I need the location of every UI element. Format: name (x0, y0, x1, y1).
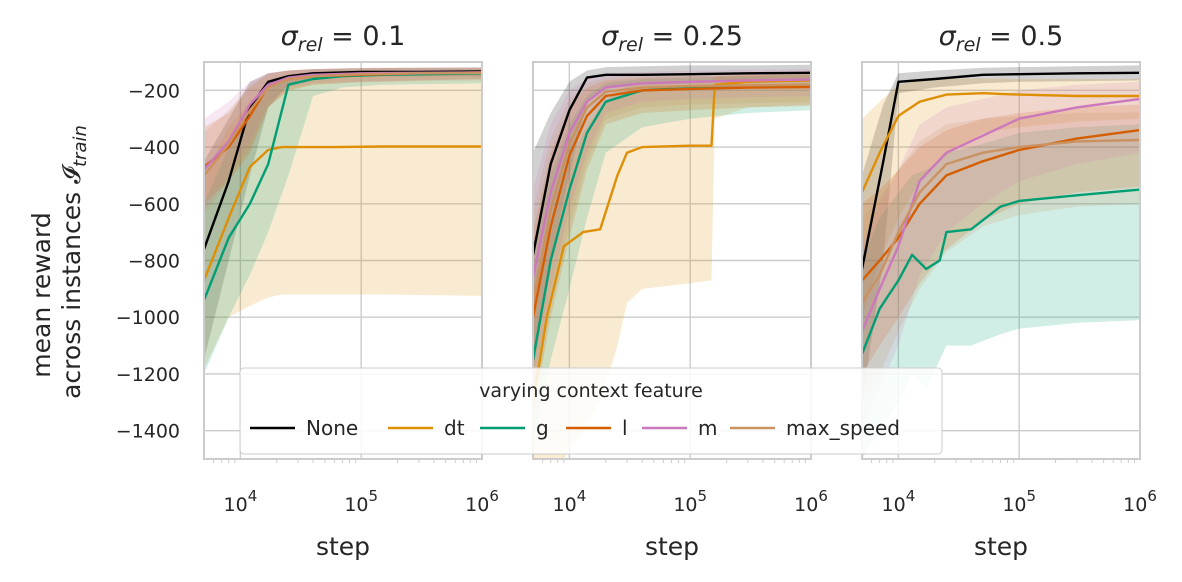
panels: −200 −400 −600 −800 −1000 −1200 −1400 104 105 106… (116, 21, 1157, 561)
line-dt (204, 145, 482, 281)
plot-frame (532, 61, 812, 460)
panel-title: σrel = 0.5 (939, 21, 1064, 56)
legend-label: dt (444, 416, 465, 440)
y-axis-label-line2: across instances 𝓘 (57, 163, 86, 399)
x-tick-label: 106 (1123, 487, 1157, 516)
x-axis-label: step (974, 532, 1028, 561)
y-tick-label: −200 (128, 80, 180, 102)
plot-frame (203, 61, 483, 460)
y-axis-label: mean reward (27, 212, 56, 377)
line-max_speed (204, 71, 482, 177)
line-dt (862, 91, 1140, 193)
legend-label: g (536, 416, 549, 440)
line-None (862, 71, 1140, 270)
line-max_speed (862, 138, 1140, 304)
legend-entry-l: l (566, 416, 628, 440)
line-None (533, 71, 811, 256)
series-group (204, 67, 482, 374)
y-axis-label-sub: train (70, 125, 91, 167)
x-tick-label: 106 (465, 487, 499, 516)
legend-label: None (306, 416, 358, 440)
x-axis-label: step (316, 532, 370, 561)
legend-label: m (698, 416, 717, 440)
legend: varying context feature None dt g l m max_spe… (239, 367, 943, 455)
x-tick-label: 104 (882, 487, 916, 516)
legend-box (239, 367, 943, 455)
legend-entry-g: g (480, 416, 549, 440)
panel-1: −200 −400 −600 −800 −1000 −1200 −1400 104 105 106… (116, 21, 499, 561)
legend-title: varying context feature (479, 380, 703, 402)
legend-entry-dt: dt (388, 416, 465, 440)
band-None (862, 65, 1140, 403)
panel-3: 104 105 106 step σrel = 0.5 (861, 21, 1157, 561)
y-tick-label: −800 (128, 251, 180, 273)
y-tick-label: −1000 (116, 307, 180, 329)
x-tick-label: 106 (794, 487, 828, 516)
y-tick-label: −400 (128, 137, 180, 159)
x-tick-label: 105 (673, 487, 707, 516)
panel-title: σrel = 0.25 (601, 21, 743, 56)
band-dt (862, 78, 1140, 318)
line-m (533, 78, 811, 278)
band-dt (533, 73, 811, 459)
line-m (862, 97, 1140, 332)
y-tick-label: −1400 (116, 421, 180, 443)
y-tick-label: −1200 (116, 364, 180, 386)
legend-entry-max_speed: max_speed (730, 416, 900, 440)
x-tick-label: 105 (1002, 487, 1036, 516)
panel-2: 104 105 106 step σrel = 0.25 (532, 21, 828, 561)
plot-frame (861, 61, 1141, 460)
line-max_speed (533, 83, 811, 304)
legend-entry-m: m (642, 416, 717, 440)
series-group (533, 64, 811, 459)
x-tick-label: 105 (344, 487, 378, 516)
line-l (533, 85, 811, 318)
legend-label: l (622, 416, 628, 440)
band-max_speed (862, 112, 1140, 403)
panel-title: σrel = 0.1 (281, 21, 406, 56)
y-tick-label: −600 (128, 194, 180, 216)
legend-entries: None dt g l m max_speed (250, 416, 900, 440)
x-tick-label: 104 (553, 487, 587, 516)
legend-label: max_speed (786, 416, 900, 440)
y-axis-label-line1: mean reward (27, 212, 56, 377)
band-l (862, 104, 1140, 374)
x-tick-label: 104 (224, 487, 258, 516)
legend-entry-None: None (250, 416, 358, 440)
y-axis-label-2: across instances 𝓘train (57, 125, 91, 399)
x-axis-label: step (645, 532, 699, 561)
band-l (204, 67, 482, 204)
line-g (862, 188, 1140, 355)
